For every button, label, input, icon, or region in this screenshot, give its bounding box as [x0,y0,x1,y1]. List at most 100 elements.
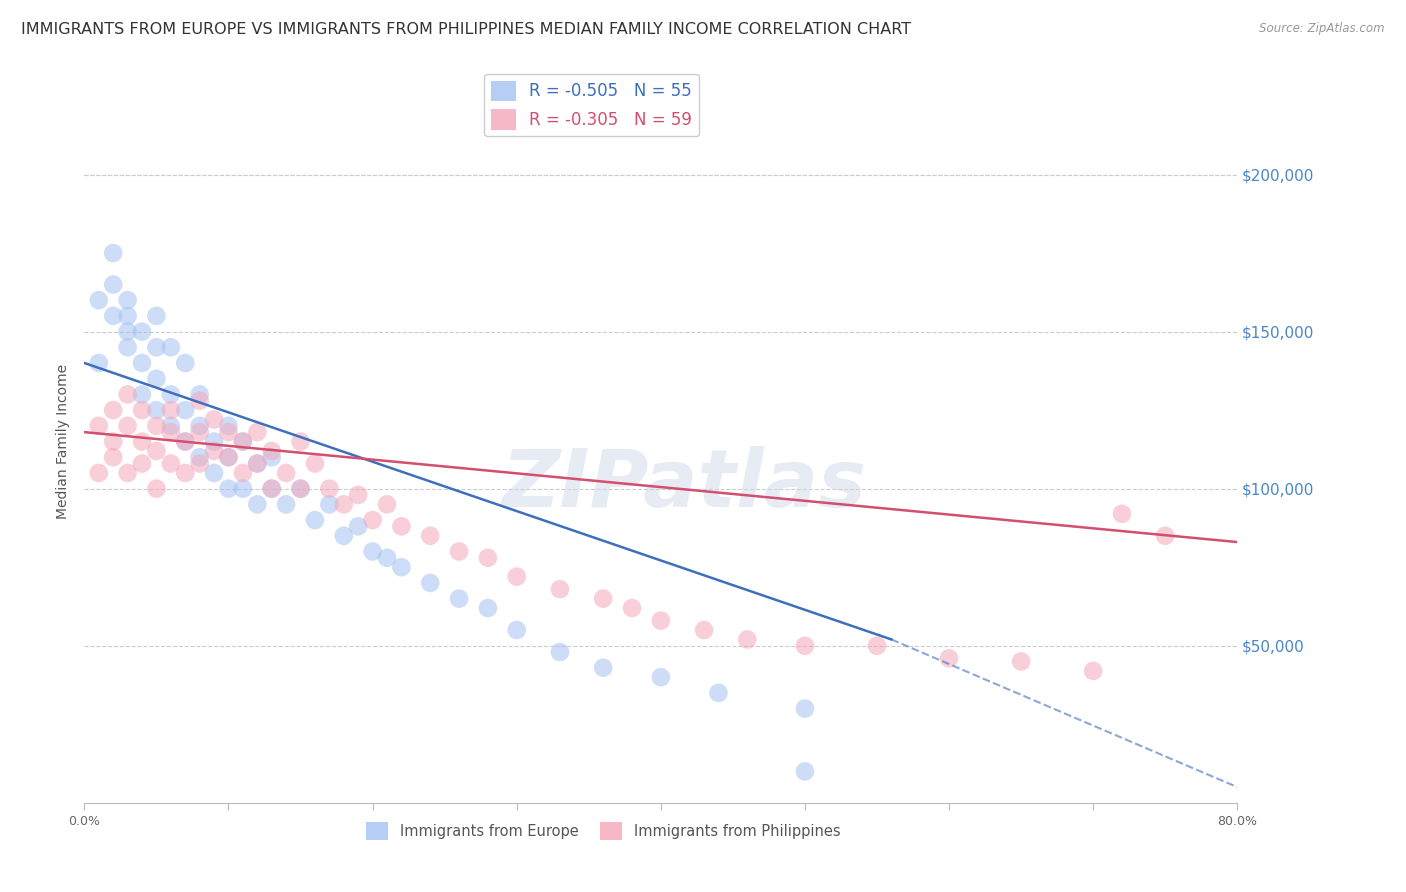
Point [260,482,283,496]
Point [160,340,183,354]
Point [1154,529,1177,543]
Text: ZIPatlas: ZIPatlas [502,446,866,524]
Point [506,569,529,583]
Point [188,457,211,471]
Point [621,601,644,615]
Point [260,482,283,496]
Point [131,434,153,449]
Point [391,560,413,574]
Point [117,387,139,401]
Point [477,550,499,565]
Point [160,457,183,471]
Point [103,434,124,449]
Point [188,393,211,408]
Point [650,614,672,628]
Point [361,513,384,527]
Point [174,403,197,417]
Point [160,403,183,417]
Point [318,497,340,511]
Point [218,482,240,496]
Point [260,444,283,458]
Point [202,444,225,458]
Point [87,418,110,433]
Point [160,418,183,433]
Point [276,466,298,480]
Point [276,497,298,511]
Point [232,466,254,480]
Point [87,293,110,308]
Point [260,450,283,465]
Point [333,497,356,511]
Point [202,466,225,480]
Point [188,387,211,401]
Point [232,434,254,449]
Point [117,293,139,308]
Point [246,497,269,511]
Point [246,457,269,471]
Point [160,387,183,401]
Y-axis label: Median Family Income: Median Family Income [56,364,70,519]
Point [419,529,441,543]
Point [131,325,153,339]
Point [131,457,153,471]
Point [117,466,139,480]
Point [218,450,240,465]
Point [202,412,225,426]
Point [866,639,889,653]
Text: IMMIGRANTS FROM EUROPE VS IMMIGRANTS FROM PHILIPPINES MEDIAN FAMILY INCOME CORRE: IMMIGRANTS FROM EUROPE VS IMMIGRANTS FRO… [21,22,911,37]
Point [1111,507,1133,521]
Point [246,425,269,439]
Point [794,639,817,653]
Point [87,466,110,480]
Point [131,403,153,417]
Point [103,450,124,465]
Point [477,601,499,615]
Point [160,425,183,439]
Point [145,309,167,323]
Point [145,340,167,354]
Point [737,632,759,647]
Point [592,591,614,606]
Point [794,701,817,715]
Point [794,764,817,779]
Point [202,434,225,449]
Point [938,651,960,665]
Point [290,482,312,496]
Point [1010,655,1032,669]
Point [188,450,211,465]
Point [218,450,240,465]
Point [117,418,139,433]
Point [174,434,197,449]
Point [449,591,471,606]
Point [347,519,370,533]
Point [347,488,370,502]
Point [145,403,167,417]
Point [375,497,398,511]
Point [375,550,398,565]
Point [506,623,529,637]
Point [232,482,254,496]
Point [361,544,384,558]
Legend: Immigrants from Europe, Immigrants from Philippines: Immigrants from Europe, Immigrants from … [360,817,846,847]
Point [117,325,139,339]
Point [218,418,240,433]
Point [103,246,124,260]
Point [103,403,124,417]
Point [318,482,340,496]
Point [290,434,312,449]
Point [145,444,167,458]
Point [304,513,326,527]
Point [145,372,167,386]
Point [103,277,124,292]
Text: Source: ZipAtlas.com: Source: ZipAtlas.com [1260,22,1385,36]
Point [592,661,614,675]
Point [290,482,312,496]
Point [707,686,730,700]
Point [87,356,110,370]
Point [188,425,211,439]
Point [650,670,672,684]
Point [419,575,441,590]
Point [449,544,471,558]
Point [333,529,356,543]
Point [174,434,197,449]
